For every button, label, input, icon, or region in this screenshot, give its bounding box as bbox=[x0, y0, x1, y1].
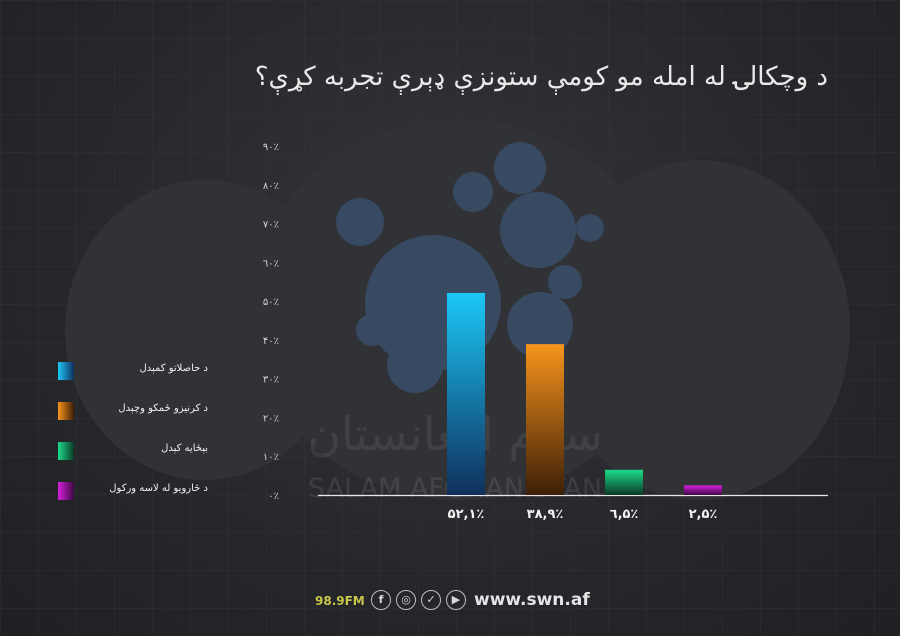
bar-value-label: ۲,۵٪ bbox=[689, 507, 718, 522]
facebook-icon[interactable]: f bbox=[371, 590, 391, 610]
bar-value-label: ۵۲,۱٪ bbox=[448, 507, 485, 522]
bar-value-label: ٦,۵٪ bbox=[610, 507, 639, 522]
bar-value-label: ۳۸,۹٪ bbox=[527, 507, 564, 522]
legend: د حاصلاتو کمېدل د کرنیزو ځمکو وچېدل بېځایه… bbox=[58, 362, 208, 522]
y-tick-label: ۴۰٪ bbox=[263, 336, 279, 347]
legend-item: بېځایه کېدل bbox=[58, 442, 208, 460]
y-tick-label: ۰٪ bbox=[268, 491, 279, 502]
legend-label: بېځایه کېدل bbox=[161, 443, 208, 454]
bar bbox=[684, 485, 722, 495]
legend-swatch bbox=[58, 482, 74, 500]
chart-title: د وچکالۍ له امله مو کومې ستونزې ډېرې تجر… bbox=[254, 62, 828, 92]
bar bbox=[526, 344, 564, 495]
y-tick-label: ۵۰٪ bbox=[263, 297, 279, 308]
legend-swatch bbox=[58, 362, 74, 380]
youtube-icon[interactable]: ▶ bbox=[446, 590, 466, 610]
legend-label: د څارویو له لاسه ورکول bbox=[109, 483, 208, 494]
y-tick-label: ۷۰٪ bbox=[263, 220, 279, 231]
y-tick-label: ۳۰٪ bbox=[263, 375, 279, 386]
legend-swatch bbox=[58, 442, 74, 460]
y-tick-label: ۲۰٪ bbox=[263, 413, 279, 424]
y-tick-label: ٦۰٪ bbox=[263, 258, 279, 269]
watermark-circles bbox=[336, 142, 604, 393]
legend-item: د حاصلاتو کمېدل bbox=[58, 362, 208, 380]
website-link[interactable]: www.swn.af bbox=[474, 590, 590, 610]
legend-item: د څارویو له لاسه ورکول bbox=[58, 482, 208, 500]
y-tick-label: ۱۰٪ bbox=[263, 452, 279, 463]
bar-chart: ۰٪ ۱۰٪ ۲۰٪ ۳۰٪ ۴۰٪ ۵۰٪ ٦۰٪ ۷۰٪ ۸۰٪ ۹۰٪ ۵۲,۱٪ ۳۸,۹٪ ٦… bbox=[263, 142, 828, 522]
legend-swatch bbox=[58, 402, 74, 420]
bar bbox=[605, 469, 643, 495]
y-tick-label: ۸۰٪ bbox=[263, 181, 279, 192]
y-tick-label: ۹۰٪ bbox=[263, 142, 279, 153]
bar bbox=[447, 292, 485, 495]
legend-item: د کرنیزو ځمکو وچېدل bbox=[58, 402, 208, 420]
radio-frequency: 98.9FM bbox=[315, 594, 365, 608]
legend-label: د حاصلاتو کمېدل bbox=[139, 363, 208, 374]
legend-label: د کرنیزو ځمکو وچېدل bbox=[118, 403, 208, 414]
twitter-icon[interactable]: ✓ bbox=[421, 590, 441, 610]
footer: 98.9FM f ◎ ✓ ▶ www.swn.af bbox=[0, 588, 900, 614]
instagram-icon[interactable]: ◎ bbox=[396, 590, 416, 610]
